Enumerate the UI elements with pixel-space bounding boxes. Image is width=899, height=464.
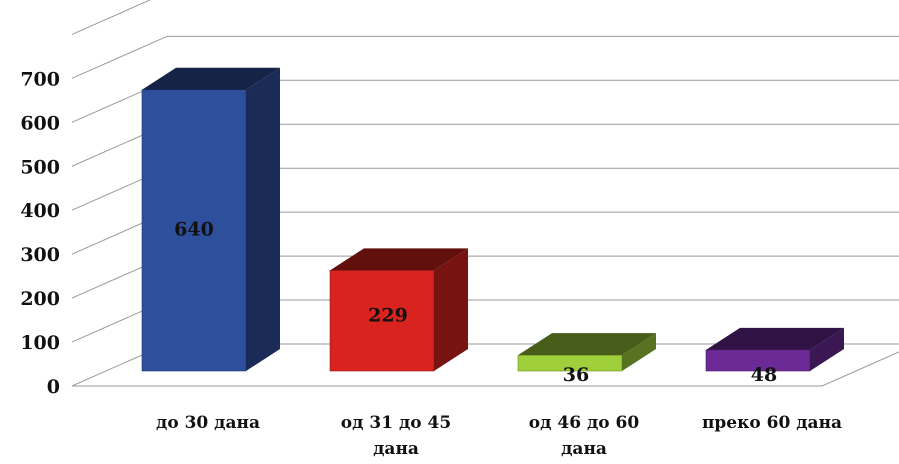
bar: 640 [141, 67, 280, 372]
bar: 48 [705, 327, 844, 386]
y-tick-label: 600 [20, 112, 60, 134]
bar-side [810, 327, 844, 371]
data-label: 640 [174, 218, 214, 240]
y-tick-label: 0 [47, 376, 60, 398]
y-tick-label: 400 [20, 200, 60, 222]
bar-side [246, 67, 280, 371]
chart-floor [71, 343, 899, 387]
data-label: 229 [368, 305, 408, 327]
bar-side [434, 248, 468, 371]
data-label: 36 [563, 364, 589, 386]
gridline [71, 35, 899, 79]
bar-top [706, 327, 844, 350]
x-axis-labels: до 30 дана од 31 до 45 дана од 46 до 60 дана… [156, 413, 842, 459]
y-tick-label: 500 [20, 156, 60, 178]
x-category-label: од 46 до 60 [529, 413, 640, 433]
bar: 36 [517, 333, 656, 386]
y-tick-label: 300 [20, 244, 60, 266]
bar-front [141, 89, 247, 372]
y-tick-label: 700 [20, 68, 60, 90]
bar-side [622, 333, 656, 371]
bar: 229 [329, 248, 468, 372]
y-tick-label: 100 [20, 332, 60, 354]
x-category-label: од 31 до 45 [341, 413, 451, 433]
data-label: 48 [751, 364, 777, 386]
x-category-label: дана [561, 439, 607, 459]
bar-top [142, 67, 280, 90]
y-axis-ticks: 0 100 200 300 400 500 600 700 [20, 68, 60, 398]
bar-top [518, 333, 656, 356]
x-category-label: дана [373, 439, 419, 459]
bar-front [329, 270, 435, 372]
y-tick-label: 200 [20, 288, 60, 310]
x-category-label: преко 60 дана [702, 413, 842, 433]
x-category-label: до 30 дана [156, 413, 260, 433]
bars: 640 229 36 48 [141, 67, 844, 386]
gridline [71, 0, 152, 35]
bar-top [330, 248, 468, 271]
